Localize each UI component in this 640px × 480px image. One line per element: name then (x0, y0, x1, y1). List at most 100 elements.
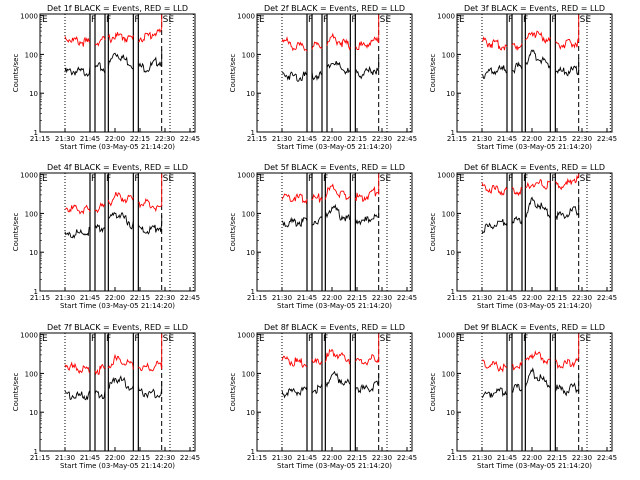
x-tick-label: 22:00 (322, 454, 342, 462)
x-tick-label: 22:30 (155, 294, 175, 302)
x-tick-label: 22:45 (180, 454, 200, 462)
marker-f: F (91, 174, 96, 184)
marker-f: F (106, 334, 111, 344)
x-tick-label: 22:15 (547, 294, 567, 302)
y-tick-label: 10 (29, 249, 38, 257)
detector-panel: Det 3f BLACK = Events, RED = LLD 1 10 100 10… (429, 4, 617, 151)
y-tick-label: 1 (251, 448, 255, 456)
x-tick-label: 21:45 (297, 135, 317, 143)
x-axis-label: Start Time (03-May-05 21:14:20) (60, 462, 175, 470)
x-tick-label: 22:45 (397, 294, 417, 302)
x-tick-label: 21:45 (497, 294, 517, 302)
y-tick-label: 100 (442, 210, 455, 218)
marker-f: F (523, 334, 528, 344)
x-tick-label: 22:15 (547, 135, 567, 143)
marker-f: F (308, 334, 313, 344)
x-tick-label: 22:45 (180, 135, 200, 143)
x-tick-label: 22:00 (322, 294, 342, 302)
x-tick-label: 22:00 (105, 294, 125, 302)
y-tick-label: 1000 (237, 172, 255, 180)
x-tick-label: 22:15 (347, 294, 367, 302)
plot-frame (456, 172, 613, 292)
lld-series-line (281, 333, 380, 369)
marker-e: E (42, 15, 48, 25)
detector-panel: Det 2f BLACK = Events, RED = LLD 1 10 100 10… (229, 4, 417, 151)
y-tick-label: 1000 (437, 332, 455, 340)
chart-title: Det 4f BLACK = Events, RED = LLD (47, 163, 188, 172)
detector-panel: Det 5f BLACK = Events, RED = LLD 1 10 100 10… (229, 163, 417, 310)
x-tick-label: 21:45 (497, 454, 517, 462)
y-tick-label: 10 (446, 90, 455, 98)
marker-f: F (134, 15, 139, 25)
x-tick-label: 21:30 (272, 454, 292, 462)
x-tick-label: 22:15 (130, 454, 150, 462)
x-tick-label: 21:15 (247, 454, 267, 462)
events-series-line (64, 211, 163, 239)
plot-frame (256, 172, 413, 292)
marker-f: F (508, 15, 513, 25)
lld-series-line (64, 14, 163, 47)
y-tick-label: 1000 (20, 172, 38, 180)
x-tick-label: 22:30 (372, 294, 392, 302)
chart-title: Det 3f BLACK = Events, RED = LLD (464, 4, 605, 13)
y-tick-label: 1000 (20, 332, 38, 340)
x-tick-label: 22:15 (130, 294, 150, 302)
y-tick-label: 1000 (437, 13, 455, 21)
y-axis-label: Counts/sec (429, 373, 437, 412)
marker-e: E (259, 15, 265, 25)
lld-series-line (281, 14, 380, 52)
marker-e: E (459, 15, 465, 25)
x-tick-label: 21:30 (55, 294, 75, 302)
x-tick-label: 22:15 (547, 454, 567, 462)
chart-title: Det 8f BLACK = Events, RED = LLD (264, 323, 405, 332)
marker-f: F (91, 334, 96, 344)
x-tick-label: 22:45 (180, 294, 200, 302)
y-tick-label: 100 (25, 210, 38, 218)
x-axis-label: Start Time (03-May-05 21:14:20) (277, 143, 392, 151)
y-tick-label: 100 (242, 51, 255, 59)
lld-series-line (481, 173, 580, 197)
marker-e: E (459, 174, 465, 184)
events-series-line (281, 203, 380, 228)
y-tick-label: 1 (34, 129, 38, 137)
x-axis-label: Start Time (03-May-05 21:14:20) (477, 462, 592, 470)
x-tick-label: 21:30 (55, 454, 75, 462)
y-axis-label: Counts/sec (12, 373, 20, 412)
x-tick-label: 21:30 (55, 135, 75, 143)
plot-frame (39, 13, 196, 133)
y-axis-label: Counts/sec (429, 213, 437, 252)
x-tick-label: 21:30 (272, 294, 292, 302)
marker-se: SE (580, 334, 592, 344)
marker-e: E (42, 334, 48, 344)
detector-panel: Det 4f BLACK = Events, RED = LLD 1 10 100 10… (12, 163, 200, 310)
x-tick-label: 21:30 (472, 294, 492, 302)
y-tick-label: 1 (34, 448, 38, 456)
y-axis-label: Counts/sec (429, 54, 437, 93)
x-tick-label: 22:00 (522, 294, 542, 302)
x-tick-label: 22:00 (105, 454, 125, 462)
plot-frame (39, 172, 196, 292)
marker-f: F (508, 334, 513, 344)
chart-title: Det 7f BLACK = Events, RED = LLD (47, 323, 188, 332)
x-tick-label: 22:45 (597, 294, 617, 302)
events-series-line (64, 49, 163, 77)
events-series-line (481, 196, 580, 234)
marker-se: SE (580, 15, 592, 25)
marker-se: SE (163, 334, 175, 344)
marker-f: F (523, 15, 528, 25)
y-tick-label: 10 (446, 249, 455, 257)
detector-panel: Det 1f BLACK = Events, RED = LLD 1 10 100 10… (12, 4, 200, 151)
marker-e: E (259, 334, 265, 344)
x-tick-label: 22:45 (597, 135, 617, 143)
x-axis-label: Start Time (03-May-05 21:14:20) (477, 143, 592, 151)
x-tick-label: 22:45 (397, 454, 417, 462)
y-tick-label: 1 (34, 288, 38, 296)
marker-f: F (134, 174, 139, 184)
x-axis-label: Start Time (03-May-05 21:14:20) (277, 462, 392, 470)
x-axis-label: Start Time (03-May-05 21:14:20) (477, 302, 592, 310)
x-tick-label: 22:00 (522, 454, 542, 462)
y-tick-label: 10 (29, 90, 38, 98)
y-axis-label: Counts/sec (229, 54, 237, 93)
y-tick-label: 1000 (437, 172, 455, 180)
x-axis-label: Start Time (03-May-05 21:14:20) (60, 302, 175, 310)
